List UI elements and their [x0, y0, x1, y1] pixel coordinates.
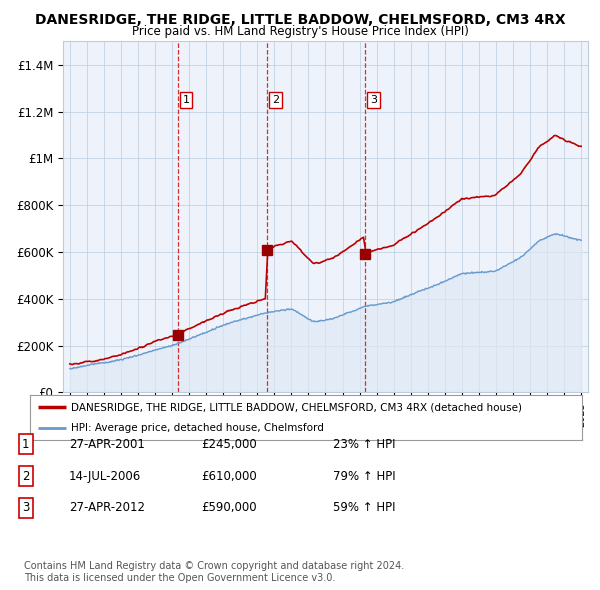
Text: 59% ↑ HPI: 59% ↑ HPI	[333, 502, 395, 514]
Text: 2: 2	[272, 95, 279, 105]
Text: 27-APR-2012: 27-APR-2012	[69, 502, 145, 514]
Text: £590,000: £590,000	[201, 502, 257, 514]
Text: DANESRIDGE, THE RIDGE, LITTLE BADDOW, CHELMSFORD, CM3 4RX: DANESRIDGE, THE RIDGE, LITTLE BADDOW, CH…	[35, 13, 565, 27]
Text: 2: 2	[22, 470, 29, 483]
Text: DANESRIDGE, THE RIDGE, LITTLE BADDOW, CHELMSFORD, CM3 4RX (detached house): DANESRIDGE, THE RIDGE, LITTLE BADDOW, CH…	[71, 402, 523, 412]
Text: HPI: Average price, detached house, Chelmsford: HPI: Average price, detached house, Chel…	[71, 422, 324, 432]
Text: £610,000: £610,000	[201, 470, 257, 483]
Text: 1: 1	[182, 95, 190, 105]
Text: 14-JUL-2006: 14-JUL-2006	[69, 470, 141, 483]
Text: 3: 3	[22, 502, 29, 514]
Text: 23% ↑ HPI: 23% ↑ HPI	[333, 438, 395, 451]
Text: Contains HM Land Registry data © Crown copyright and database right 2024.: Contains HM Land Registry data © Crown c…	[24, 561, 404, 571]
Text: 27-APR-2001: 27-APR-2001	[69, 438, 145, 451]
Text: 1: 1	[22, 438, 29, 451]
Text: 3: 3	[370, 95, 377, 105]
Text: 79% ↑ HPI: 79% ↑ HPI	[333, 470, 395, 483]
Text: Price paid vs. HM Land Registry's House Price Index (HPI): Price paid vs. HM Land Registry's House …	[131, 25, 469, 38]
Text: This data is licensed under the Open Government Licence v3.0.: This data is licensed under the Open Gov…	[24, 573, 335, 583]
Text: £245,000: £245,000	[201, 438, 257, 451]
